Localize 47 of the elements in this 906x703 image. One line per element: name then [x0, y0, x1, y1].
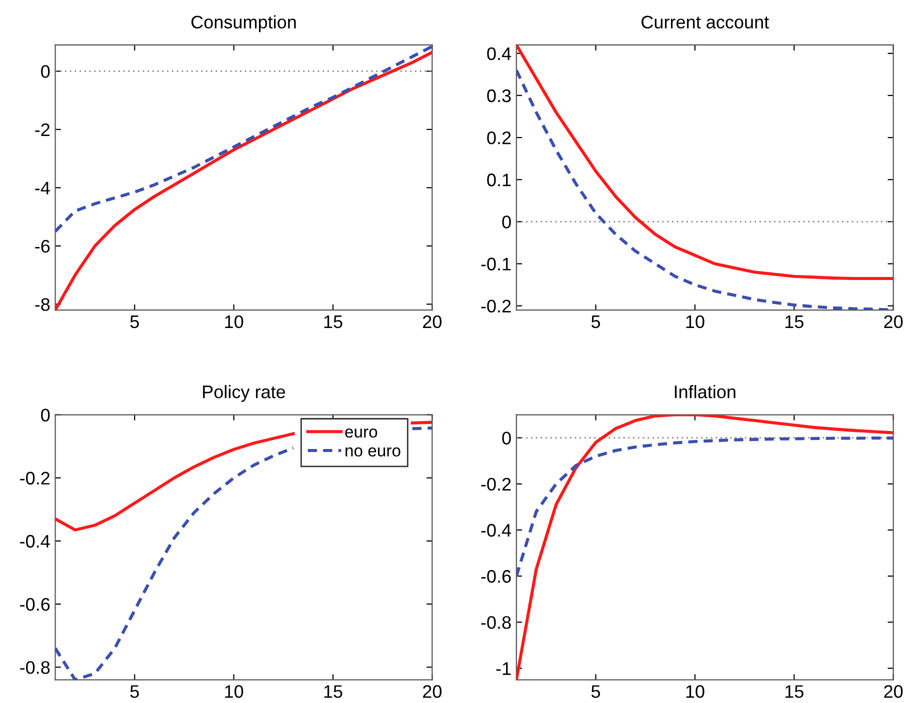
y-tick-label: -2 — [35, 123, 50, 136]
line-series — [516, 436, 894, 578]
x-tick-label: 20 — [423, 315, 442, 328]
y-tick-label: -0.6 — [20, 598, 50, 611]
y-tick-label: 0 — [502, 216, 511, 228]
x-tick-label: 15 — [324, 316, 342, 328]
x-tick-label: 10 — [225, 315, 244, 328]
y-tick-label: -0.2 — [20, 472, 50, 485]
y-tick-label: 0.3 — [487, 89, 511, 102]
y-tick-label: -0.6 — [481, 570, 511, 583]
chart-title: Policy rate — [203, 385, 286, 402]
y-tick-label: 0.4 — [487, 47, 512, 60]
x-tick-label: 5 — [130, 685, 139, 698]
chart-title: Current account — [642, 16, 769, 29]
y-tick-label: 0 — [41, 65, 50, 78]
y-tick-label: 0 — [502, 432, 511, 445]
x-tick-label: 20 — [884, 685, 903, 698]
x-tick-label: 15 — [324, 685, 342, 698]
y-tick-label: -0.4 — [481, 524, 512, 537]
chart-title: Inflation — [674, 385, 736, 398]
x-tick-label: 20 — [884, 315, 903, 328]
x-tick-label: 10 — [686, 685, 704, 698]
x-tick-label: 5 — [591, 685, 600, 698]
x-tick-label: 5 — [130, 316, 139, 328]
x-tick-label: 15 — [785, 316, 804, 328]
line-series — [516, 414, 894, 680]
y-tick-label: -0.4 — [20, 534, 50, 548]
y-tick-label: 0 — [41, 408, 50, 422]
legend-label: no euro — [346, 447, 400, 457]
y-tick-label: 0.2 — [487, 131, 511, 144]
y-tick-label: -8 — [35, 298, 50, 311]
y-tick-label: -4 — [35, 182, 50, 194]
x-tick-label: 10 — [225, 685, 244, 698]
y-tick-label: -0.8 — [20, 661, 50, 674]
x-tick-label: 15 — [785, 685, 804, 698]
x-tick-label: 10 — [686, 315, 704, 328]
y-tick-label: -0.2 — [481, 300, 511, 313]
chart-title: Consumption — [191, 15, 296, 32]
y-tick-label: -0.1 — [481, 258, 511, 270]
y-tick-label: -0.2 — [481, 478, 511, 491]
series-label: euro — [345, 428, 378, 438]
x-tick-label: 5 — [591, 316, 600, 328]
y-tick-label: 0.1 — [487, 174, 511, 186]
y-tick-label: -0.8 — [481, 616, 511, 629]
y-tick-label: -1 — [496, 662, 511, 675]
y-tick-label: -6 — [35, 240, 50, 253]
x-tick-label: 20 — [423, 685, 442, 698]
